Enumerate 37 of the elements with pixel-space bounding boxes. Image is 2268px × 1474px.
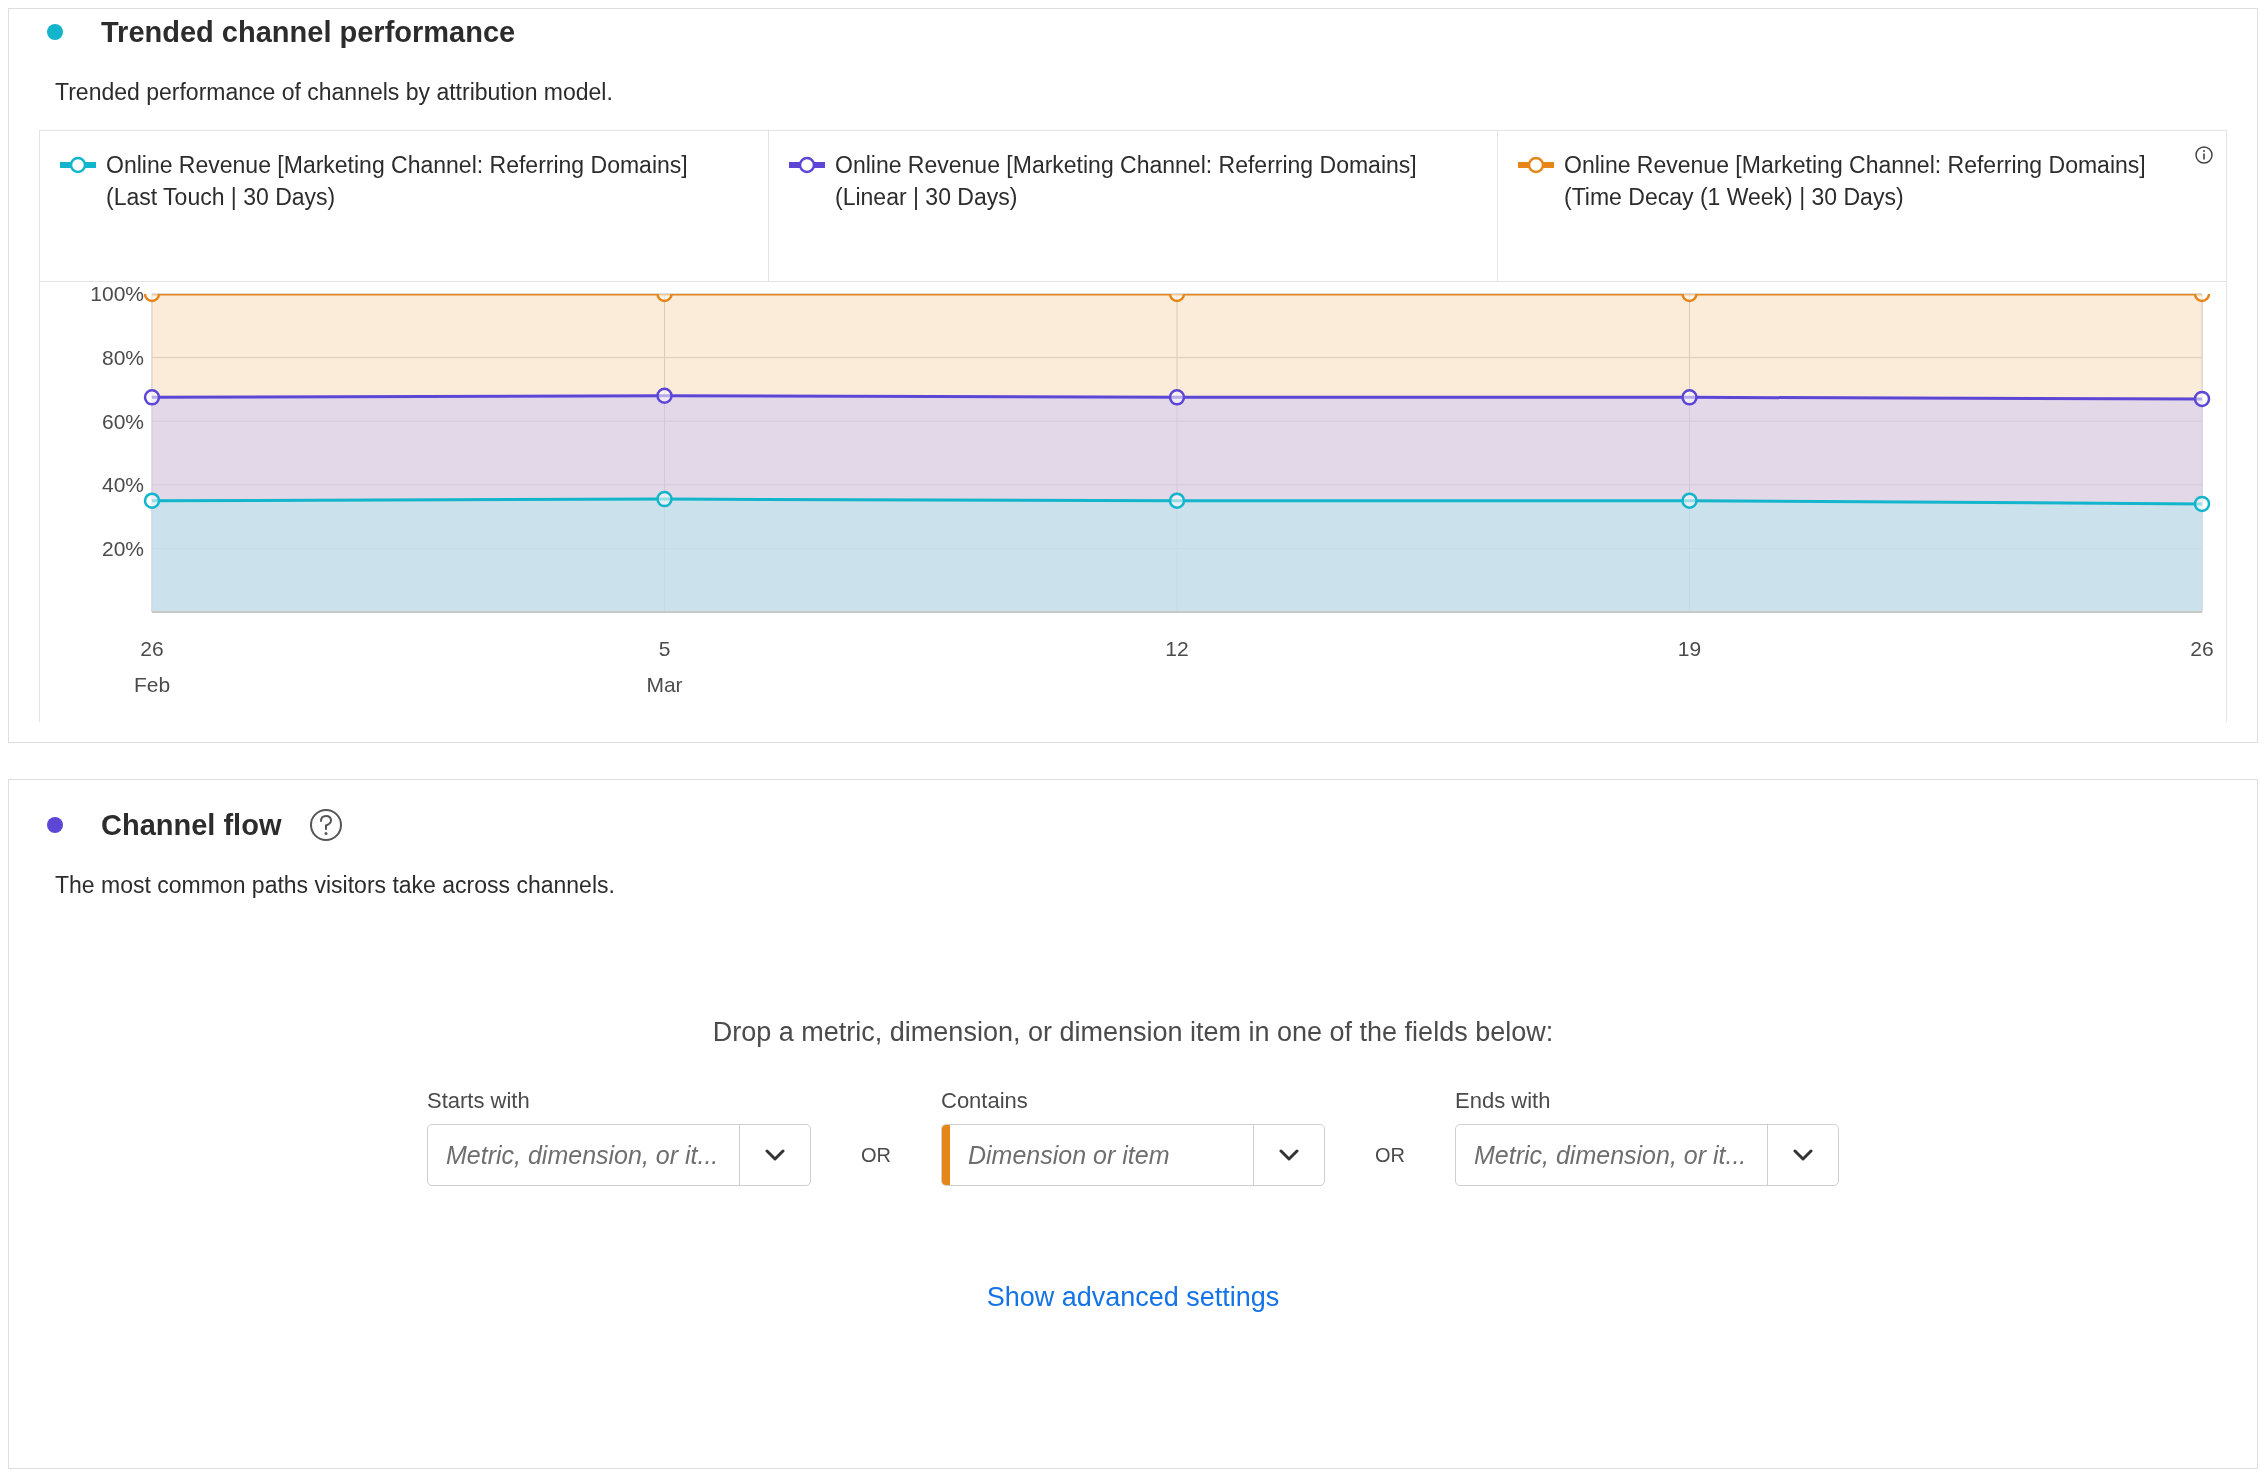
y-tick-label: 20% <box>101 536 144 560</box>
dropdown-field: Dimension or item <box>941 1124 1325 1186</box>
point <box>143 492 161 509</box>
y-tick-label: 40% <box>101 473 144 497</box>
legend-label: Online Revenue [Marketing Channel: Referring Domains] (Last Touch | 30 Days) <box>106 151 689 212</box>
y-tick-label: 100% <box>90 282 144 306</box>
point <box>143 389 161 406</box>
y-tick-label: 60% <box>101 409 144 433</box>
text: Channel flow <box>101 808 282 842</box>
dropdown-field: Metric, dimension, or it... <box>427 1124 811 1186</box>
point <box>1681 492 1698 509</box>
point <box>2193 495 2211 513</box>
chart-subtitle: Trended performance of channels by attribution model. <box>55 79 614 106</box>
x-tick-label: 19 <box>1677 637 1702 660</box>
x-tick-label: 12 <box>1165 637 1189 660</box>
text: Show advanced settings <box>985 1282 1281 1313</box>
point <box>1168 492 1186 509</box>
chart-title: Trended channel performance <box>101 15 516 49</box>
text: Drop a metric, dimension, or dimension item in one of the fields below: <box>711 1017 1555 1048</box>
text: Ends with <box>1455 1088 1552 1114</box>
point <box>2193 390 2211 408</box>
text: OR <box>861 1142 891 1168</box>
y-tick-label: 80% <box>101 346 144 370</box>
point <box>1168 389 1186 406</box>
text: OR <box>1375 1142 1405 1168</box>
legend-label: Online Revenue [Marketing Channel: Referring Domains] (Time Decay (1 Week) | 30 Days) <box>1564 151 2147 212</box>
legend-label: Online Revenue [Marketing Channel: Referring Domains] (Linear | 30 Days) <box>835 151 1418 212</box>
x-tick-label: 5 Mar <box>646 637 683 696</box>
point <box>656 490 673 508</box>
text: Starts with <box>427 1088 531 1114</box>
text: Contains <box>941 1088 1029 1114</box>
dropdown-field: Metric, dimension, or it... <box>1455 1124 1839 1186</box>
x-tick-label: 26 <box>2190 637 2214 660</box>
point <box>1681 389 1698 406</box>
point <box>656 387 673 405</box>
text: The most common paths visitors take across channels. <box>55 872 616 899</box>
x-tick-label: 26 Feb <box>133 637 171 696</box>
